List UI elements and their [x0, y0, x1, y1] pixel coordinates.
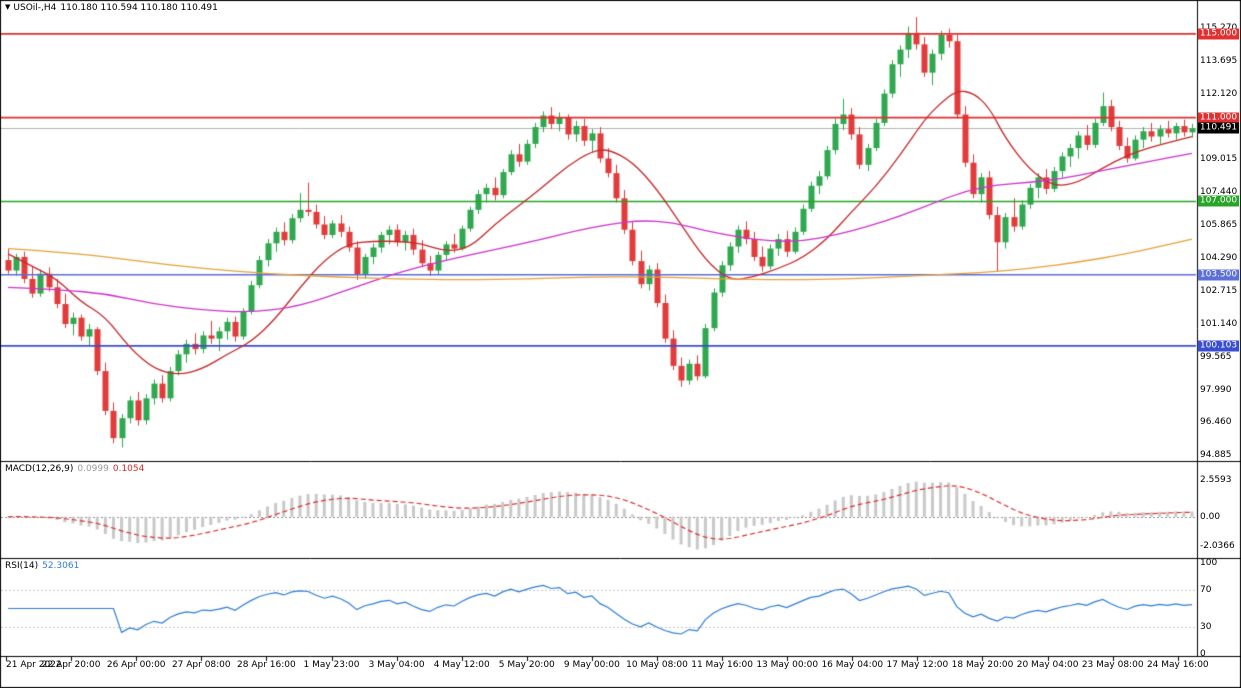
- price-axis-label: 107.440: [1200, 187, 1238, 198]
- price-axis-label: 97.990: [1200, 385, 1232, 396]
- time-axis-label: 11 May 16:00: [691, 660, 753, 670]
- time-axis-label: 22 Apr 20:00: [41, 660, 101, 670]
- time-axis-label: 16 May 04:00: [821, 660, 884, 670]
- main-chart-panel[interactable]: [0, 0, 1197, 461]
- time-axis-label: 10 May 08:00: [626, 660, 688, 670]
- current-price-badge: 110.491: [1198, 122, 1239, 134]
- price-axis-label: 94.885: [1200, 450, 1232, 461]
- macd-axis-label: -2.0366: [1200, 541, 1235, 552]
- time-axis-label: 20 May 04:00: [1016, 660, 1079, 670]
- price-axis-label: 113.695: [1200, 56, 1238, 67]
- price-axis-label: 112.120: [1200, 89, 1238, 100]
- rsi-value: 52.3061: [42, 561, 80, 571]
- price-level-badge[interactable]: 107.000: [1198, 195, 1239, 207]
- price-axis-label: 102.715: [1200, 286, 1238, 297]
- time-axis-label: 23 May 08:00: [1081, 660, 1144, 670]
- macd-value-signal: 0.1054: [112, 464, 145, 474]
- symbol-dropdown-icon[interactable]: ▼: [5, 3, 11, 11]
- time-axis-label: 5 May 20:00: [498, 660, 555, 670]
- time-axis-label: 1 May 23:00: [303, 660, 360, 670]
- price-level-badge[interactable]: 115.000: [1198, 28, 1239, 40]
- time-axis-label: 13 May 00:00: [756, 660, 819, 670]
- time-axis-label: 26 Apr 00:00: [106, 660, 166, 670]
- time-axis-label: 4 May 12:00: [433, 660, 490, 670]
- time-axis-label: 28 Apr 16:00: [237, 660, 296, 670]
- time-axis-label: 21 Apr 2022: [6, 660, 62, 670]
- price-axis-label: 99.565: [1200, 352, 1232, 363]
- time-axis-label: 9 May 00:00: [563, 660, 620, 670]
- time-axis-label: 24 May 16:00: [1146, 660, 1209, 670]
- time-axis-label: 3 May 04:00: [368, 660, 425, 670]
- price-level-badge[interactable]: 103.500: [1198, 269, 1239, 281]
- macd-axis-label: 0.00: [1200, 511, 1221, 522]
- macd-label: MACD(12,26,9) 0.0999 0.1054: [5, 464, 144, 474]
- chart-title: ▼ USOil-,H4 110.180 110.594 110.180 110.49…: [5, 3, 218, 13]
- rsi-axis-label: 0: [1200, 649, 1206, 659]
- macd-value-main: 0.0999: [77, 464, 109, 474]
- time-axis-label: 17 May 12:00: [886, 660, 949, 670]
- rsi-axis-label: 30: [1200, 621, 1212, 632]
- rsi-name: RSI(14): [5, 561, 39, 571]
- rsi-label: RSI(14) 52.3061: [5, 561, 79, 571]
- symbol-timeframe-label: USOil-,H4: [13, 3, 57, 13]
- macd-axis-label: 2.5593: [1200, 474, 1232, 485]
- rsi-axis-label: 100: [1200, 558, 1218, 568]
- price-level-badge[interactable]: 111.000: [1198, 112, 1239, 124]
- price-level-badge[interactable]: 100.103: [1198, 340, 1239, 352]
- price-axis-label: 105.865: [1200, 220, 1238, 231]
- time-axis-label: 27 Apr 08:00: [171, 660, 231, 670]
- price-axis-label: 101.140: [1200, 319, 1238, 330]
- price-axis-label: 96.460: [1200, 417, 1232, 428]
- time-axis-label: 18 May 20:00: [951, 660, 1014, 670]
- macd-name: MACD(12,26,9): [5, 464, 74, 474]
- price-axis-label: 104.290: [1200, 253, 1238, 264]
- rsi-panel[interactable]: [0, 559, 1197, 656]
- macd-panel[interactable]: [0, 462, 1197, 558]
- price-axis-label: 109.015: [1200, 154, 1238, 165]
- ohlc-readout: 110.180 110.594 110.180 110.491: [60, 3, 218, 13]
- rsi-axis-label: 70: [1200, 585, 1212, 596]
- price-axis-label: 115.270: [1200, 23, 1237, 33]
